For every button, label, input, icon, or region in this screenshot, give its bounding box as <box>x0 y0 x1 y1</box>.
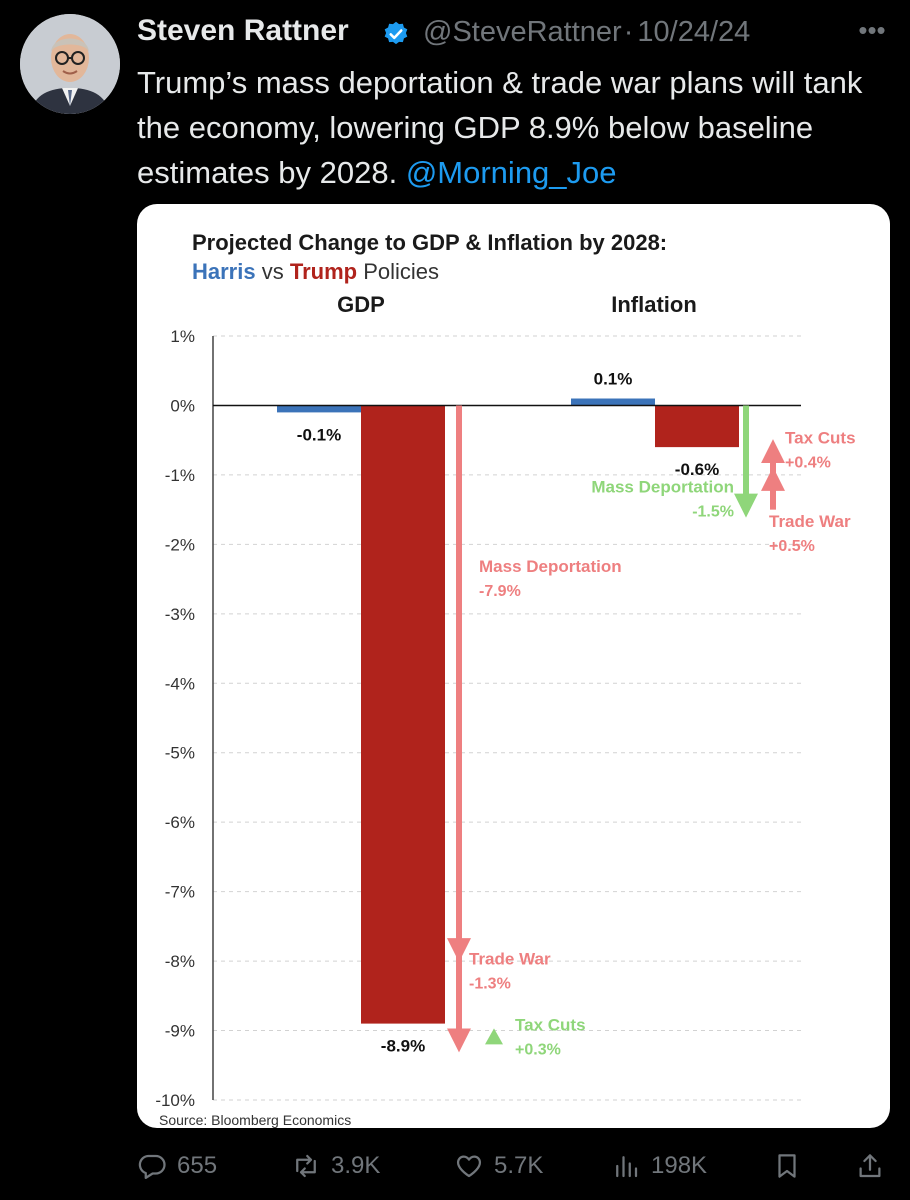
verified-badge-icon[interactable] <box>382 20 410 48</box>
y-tick-label: -1% <box>165 466 195 485</box>
y-tick-label: -6% <box>165 813 195 832</box>
like-count: 5.7K <box>494 1152 544 1179</box>
repost-count: 3.9K <box>331 1152 381 1179</box>
reply-icon <box>138 1154 166 1179</box>
y-tick-label: 1% <box>170 327 195 346</box>
data-label-gdp-trump: -8.9% <box>381 1037 425 1056</box>
annotation-gdp-tax-cuts-value: +0.3% <box>515 1042 561 1059</box>
y-tick-label: -5% <box>165 744 195 763</box>
y-tick-label: -9% <box>165 1022 195 1041</box>
more-options-icon[interactable]: ••• <box>858 15 886 45</box>
heart-icon <box>456 1155 482 1178</box>
mention-link[interactable]: @Morning_Joe <box>405 155 617 190</box>
bar-inflation-harris <box>571 398 655 406</box>
share-icon <box>859 1154 881 1178</box>
reply-count: 655 <box>177 1152 218 1179</box>
author-name[interactable]: Steven Rattner <box>137 14 349 47</box>
chart-title: Projected Change to GDP & Inflation by 2… <box>192 230 667 255</box>
avatar-portrait <box>20 14 120 114</box>
share-button[interactable] <box>855 1148 885 1184</box>
bar-gdp-harris <box>277 405 361 413</box>
bookmark-icon <box>778 1154 796 1178</box>
bars <box>277 398 739 1024</box>
data-label-inflation-harris: 0.1% <box>594 370 633 389</box>
y-tick-label: -2% <box>165 535 195 554</box>
annotation-inflation-trade-war-value: +0.5% <box>769 538 815 555</box>
bookmark-button[interactable] <box>772 1148 802 1184</box>
annotation-inflation-trade-war: Trade War <box>769 512 851 531</box>
date-separator: · <box>623 16 634 48</box>
bar-inflation-trump <box>655 405 739 448</box>
group-label-inflation: Inflation <box>611 292 697 317</box>
annotation-gdp-mass-deportation-value: -7.9% <box>479 583 521 600</box>
y-tick-label: -8% <box>165 952 195 971</box>
y-tick-label: 0% <box>170 396 195 415</box>
repost-icon <box>296 1154 316 1178</box>
bar-gdp-trump <box>361 405 445 1024</box>
handle-text: @SteveRattner <box>423 16 622 48</box>
author-handle[interactable]: @SteveRattner· 10/24/24 <box>423 16 750 49</box>
repost-button[interactable]: 3.9K <box>291 1148 380 1184</box>
annotation-inflation-mass-deportation: Mass Deportation <box>591 477 734 496</box>
chart: Projected Change to GDP & Inflation by 2… <box>155 230 856 1128</box>
annotation-inflation-tax-cuts: Tax Cuts <box>785 429 856 448</box>
tweet-body: Trump’s mass deportation & trade war pla… <box>137 65 863 190</box>
data-label-inflation-trump: -0.6% <box>675 460 719 479</box>
subtitle-trump: Trump <box>290 259 357 284</box>
views-button[interactable]: 198K <box>611 1148 707 1184</box>
annotation-gdp-trade-war-value: -1.3% <box>469 976 511 993</box>
component-arrows <box>447 405 785 1053</box>
tweet-header: Steven Rattner @SteveRattner· 10/24/24 ••… <box>137 14 887 54</box>
reply-button[interactable]: 655 <box>137 1148 217 1184</box>
arrow-gdp-tax-cuts <box>485 1028 503 1045</box>
tweet-text: Trump’s mass deportation & trade war pla… <box>137 60 887 195</box>
subtitle-vs: vs <box>262 259 284 284</box>
tweet-actions: 655 3.9K 5.7K 198K <box>0 1140 910 1192</box>
y-tick-label: -10% <box>155 1091 195 1110</box>
y-tick-label: -3% <box>165 605 195 624</box>
y-tick-label: -7% <box>165 883 195 902</box>
annotation-gdp-tax-cuts: Tax Cuts <box>515 1016 586 1035</box>
y-tick-label: -4% <box>165 674 195 693</box>
annotation-inflation-tax-cuts-value: +0.4% <box>785 455 831 472</box>
data-label-gdp-harris: -0.1% <box>297 425 341 444</box>
annotation-inflation-mass-deportation-value: -1.5% <box>692 503 734 520</box>
avatar[interactable] <box>20 14 120 114</box>
subtitle-rest: Policies <box>363 259 439 284</box>
chart-source: Source: Bloomberg Economics <box>159 1112 351 1128</box>
gridlines <box>213 335 801 1101</box>
like-button[interactable]: 5.7K <box>454 1148 543 1184</box>
chart-subtitle: Harris vs Trump Policies <box>192 259 439 284</box>
tweet-media-chart[interactable]: Projected Change to GDP & Inflation by 2… <box>137 204 890 1128</box>
annotation-gdp-mass-deportation: Mass Deportation <box>479 557 622 576</box>
views-count: 198K <box>651 1152 708 1179</box>
subtitle-harris: Harris <box>192 259 256 284</box>
views-chart-icon <box>616 1156 638 1178</box>
annotation-gdp-trade-war: Trade War <box>469 950 551 969</box>
y-axis-ticks: 1% 0% -1% -2% -3% -4% -5% -6% -7% -8% -9% -10% <box>155 327 195 1110</box>
group-label-gdp: GDP <box>337 292 385 317</box>
tweet-date[interactable]: 10/24/24 <box>637 16 751 48</box>
